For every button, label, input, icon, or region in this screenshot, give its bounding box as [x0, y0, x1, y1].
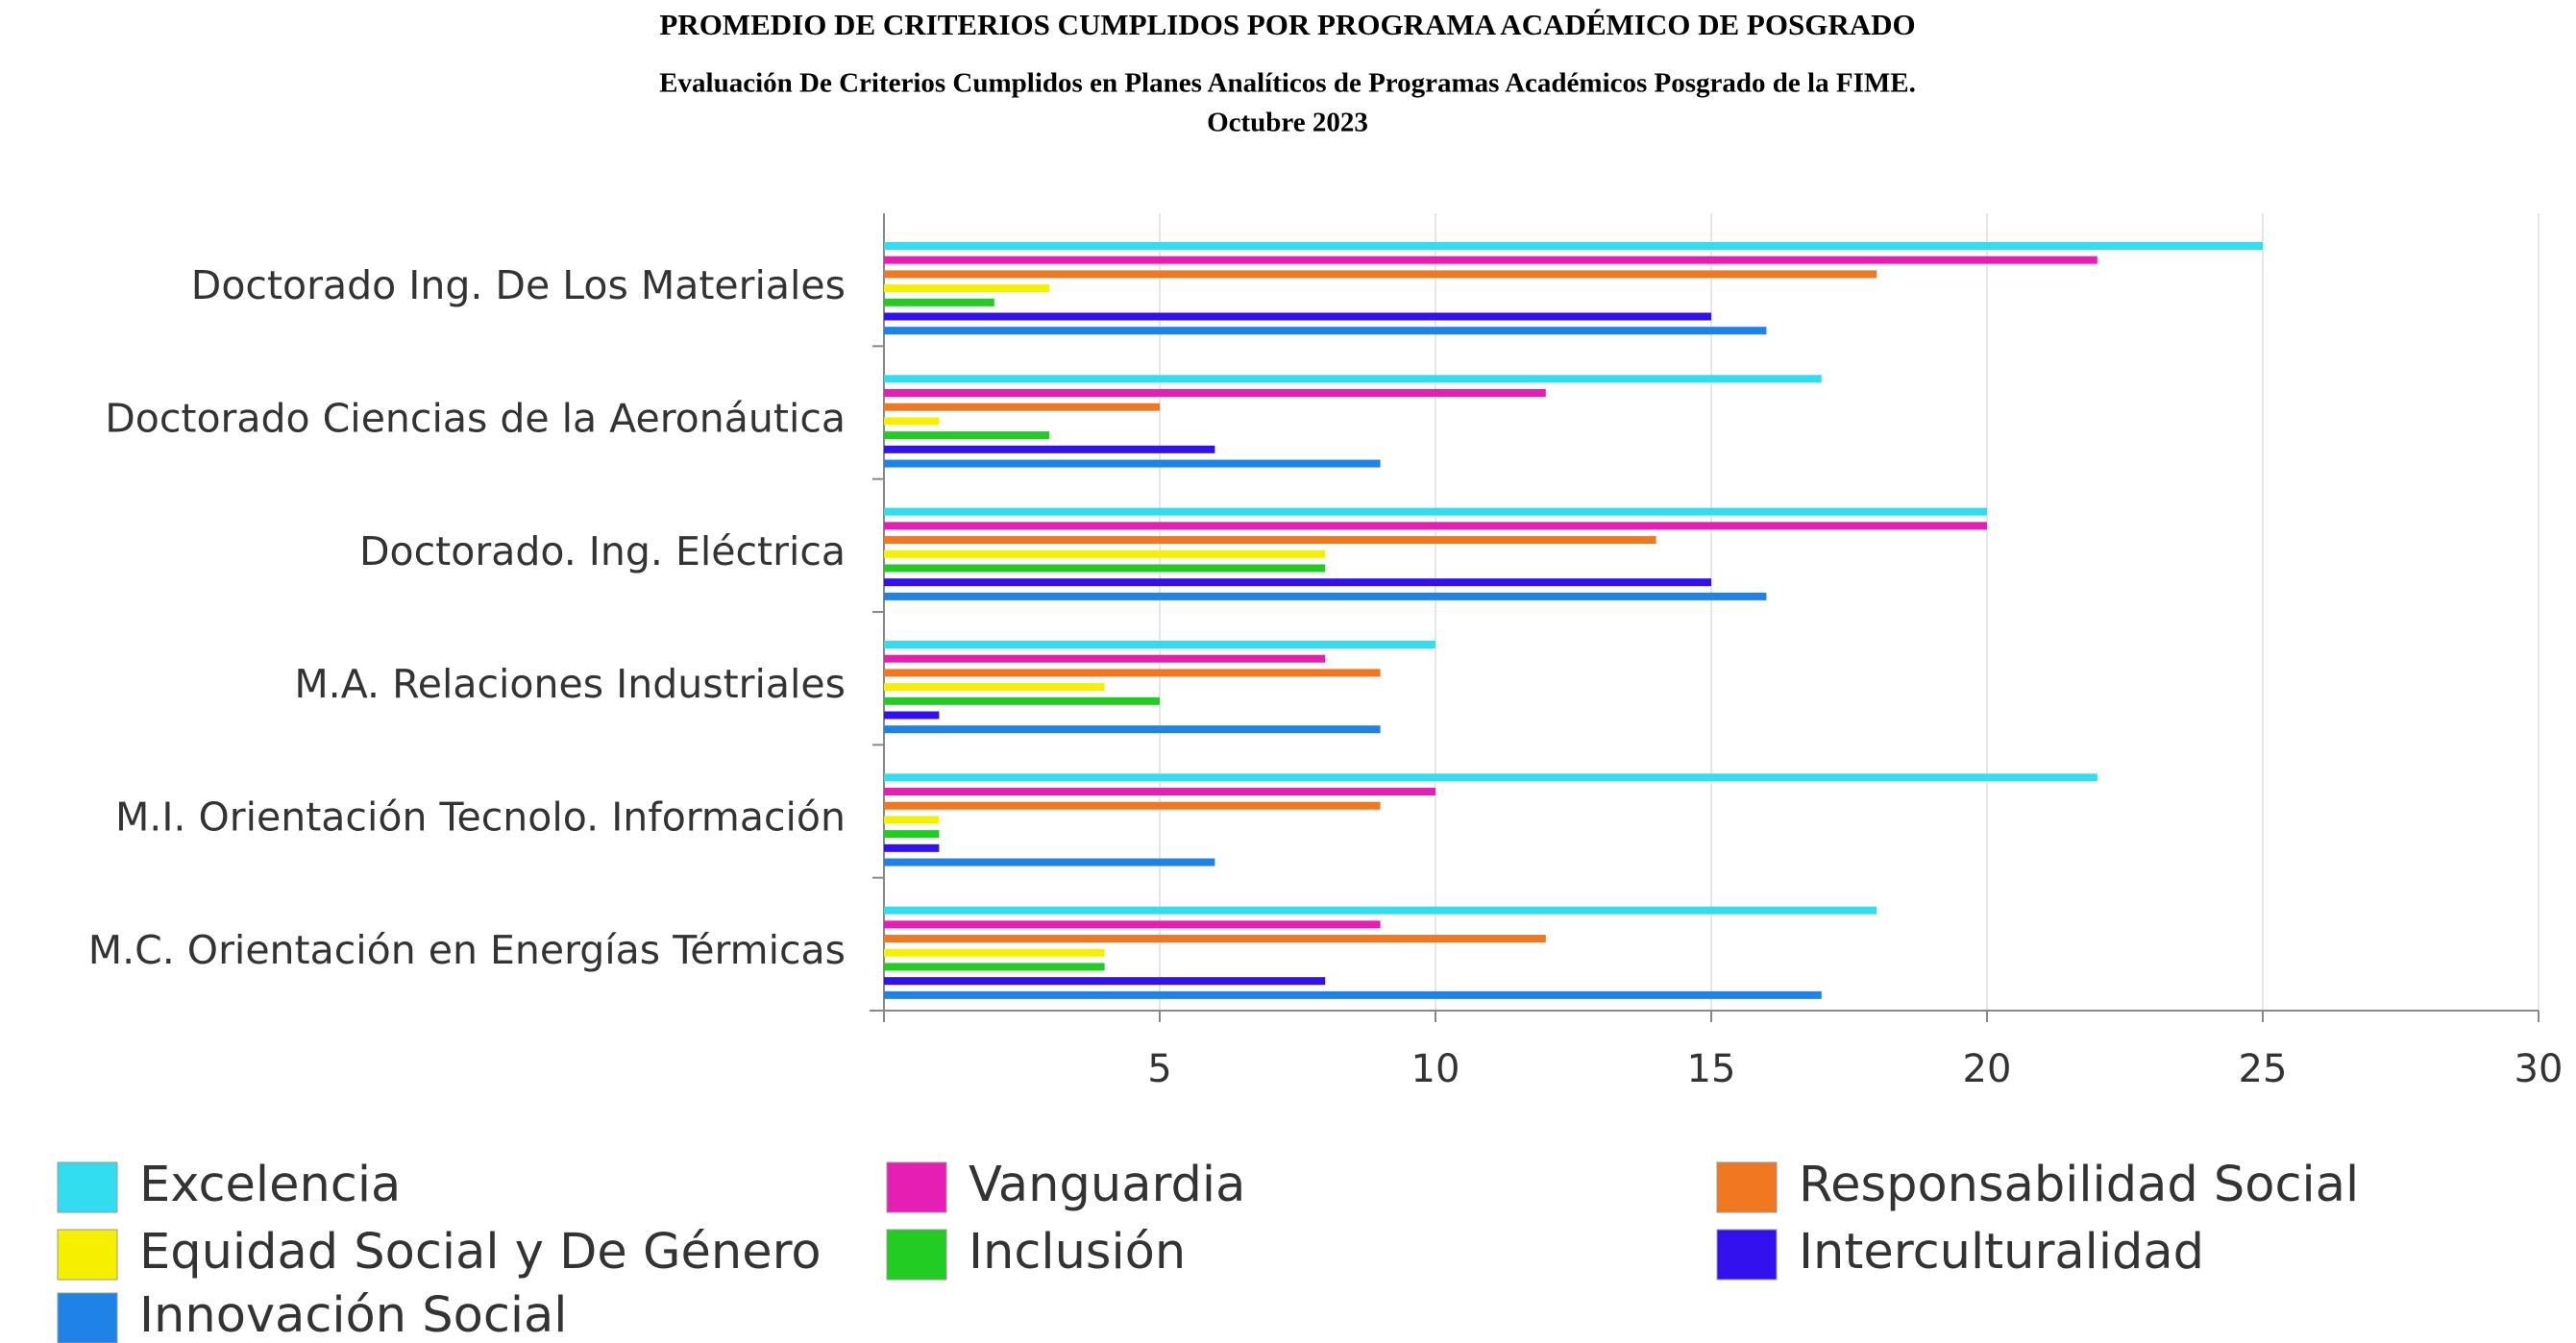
bar [884, 725, 1381, 734]
bar [884, 459, 1381, 468]
bar [884, 830, 940, 839]
bar [884, 858, 1215, 867]
chart-title: PROMEDIO DE CRITERIOS CUMPLIDOS POR PROG… [659, 8, 1915, 41]
bar [884, 816, 940, 824]
x-tick-label: 30 [2515, 1047, 2564, 1091]
bar [884, 389, 1546, 398]
y-tick-label: Doctorado Ciencias de la Aeronáutica [105, 395, 846, 441]
bar [884, 403, 1160, 411]
bar [884, 843, 940, 852]
chart-subtitle: Evaluación De Criterios Cumplidos en Pla… [659, 68, 1916, 99]
bar [884, 431, 1050, 440]
bar [884, 711, 940, 720]
legend-label: Responsabilidad Social [1799, 1157, 2359, 1213]
x-tick-label: 10 [1411, 1047, 1460, 1091]
legend-swatch [1716, 1161, 1778, 1213]
x-tick-label: 5 [1147, 1047, 1171, 1091]
bar [884, 654, 1326, 663]
bar [884, 507, 1987, 516]
bar [884, 284, 1050, 293]
bar [884, 298, 994, 306]
bar [884, 592, 1767, 600]
bar [884, 522, 1987, 530]
bar [884, 935, 1546, 943]
y-tick-label: Doctorado Ing. De Los Materiales [191, 262, 846, 308]
legend-swatch [1716, 1229, 1778, 1281]
bar [884, 801, 1381, 810]
bar [884, 920, 1381, 929]
y-tick-label: M.I. Orientación Tecnolo. Información [115, 794, 846, 840]
bar [884, 312, 1711, 321]
x-tick-label: 25 [2239, 1047, 2288, 1091]
legend-swatch [57, 1292, 118, 1343]
legend-label: Interculturalidad [1799, 1224, 2204, 1281]
bar [884, 564, 1326, 573]
bar [884, 773, 2098, 782]
x-tick-label: 15 [1687, 1047, 1736, 1091]
bar [884, 788, 1435, 796]
chart-subtitle: Octubre 2023 [1207, 108, 1368, 138]
bar [884, 948, 1105, 957]
bar [884, 327, 1767, 335]
bar [884, 977, 1326, 986]
x-tick-label: 20 [1963, 1047, 2012, 1091]
bar [884, 578, 1711, 587]
bar [884, 696, 1160, 705]
bar [884, 683, 1105, 692]
legend-label: Excelencia [139, 1157, 401, 1213]
bar [884, 669, 1381, 677]
bar [884, 990, 1822, 999]
bar [884, 445, 1215, 453]
bar [884, 417, 940, 426]
legend-label: Equidad Social y De Género [139, 1224, 822, 1281]
legend-swatch [886, 1229, 947, 1281]
bar [884, 270, 1877, 279]
bar [884, 549, 1326, 558]
legend-swatch [57, 1161, 118, 1213]
bar [884, 641, 1435, 648]
legend-swatch [57, 1229, 118, 1281]
y-tick-label: M.C. Orientación en Energías Térmicas [88, 927, 846, 973]
legend-swatch [886, 1161, 947, 1213]
y-tick-label: Doctorado. Ing. Eléctrica [359, 528, 846, 574]
bar [884, 906, 1877, 915]
bar [884, 242, 2263, 250]
bar [884, 963, 1105, 971]
bar [884, 536, 1656, 545]
legend-label: Innovación Social [139, 1287, 567, 1343]
bar [884, 375, 1822, 383]
y-tick-label: M.A. Relaciones Industriales [294, 661, 846, 707]
legend-label: Vanguardia [969, 1157, 1245, 1213]
legend-label: Inclusión [969, 1224, 1186, 1281]
bar [884, 256, 2098, 264]
